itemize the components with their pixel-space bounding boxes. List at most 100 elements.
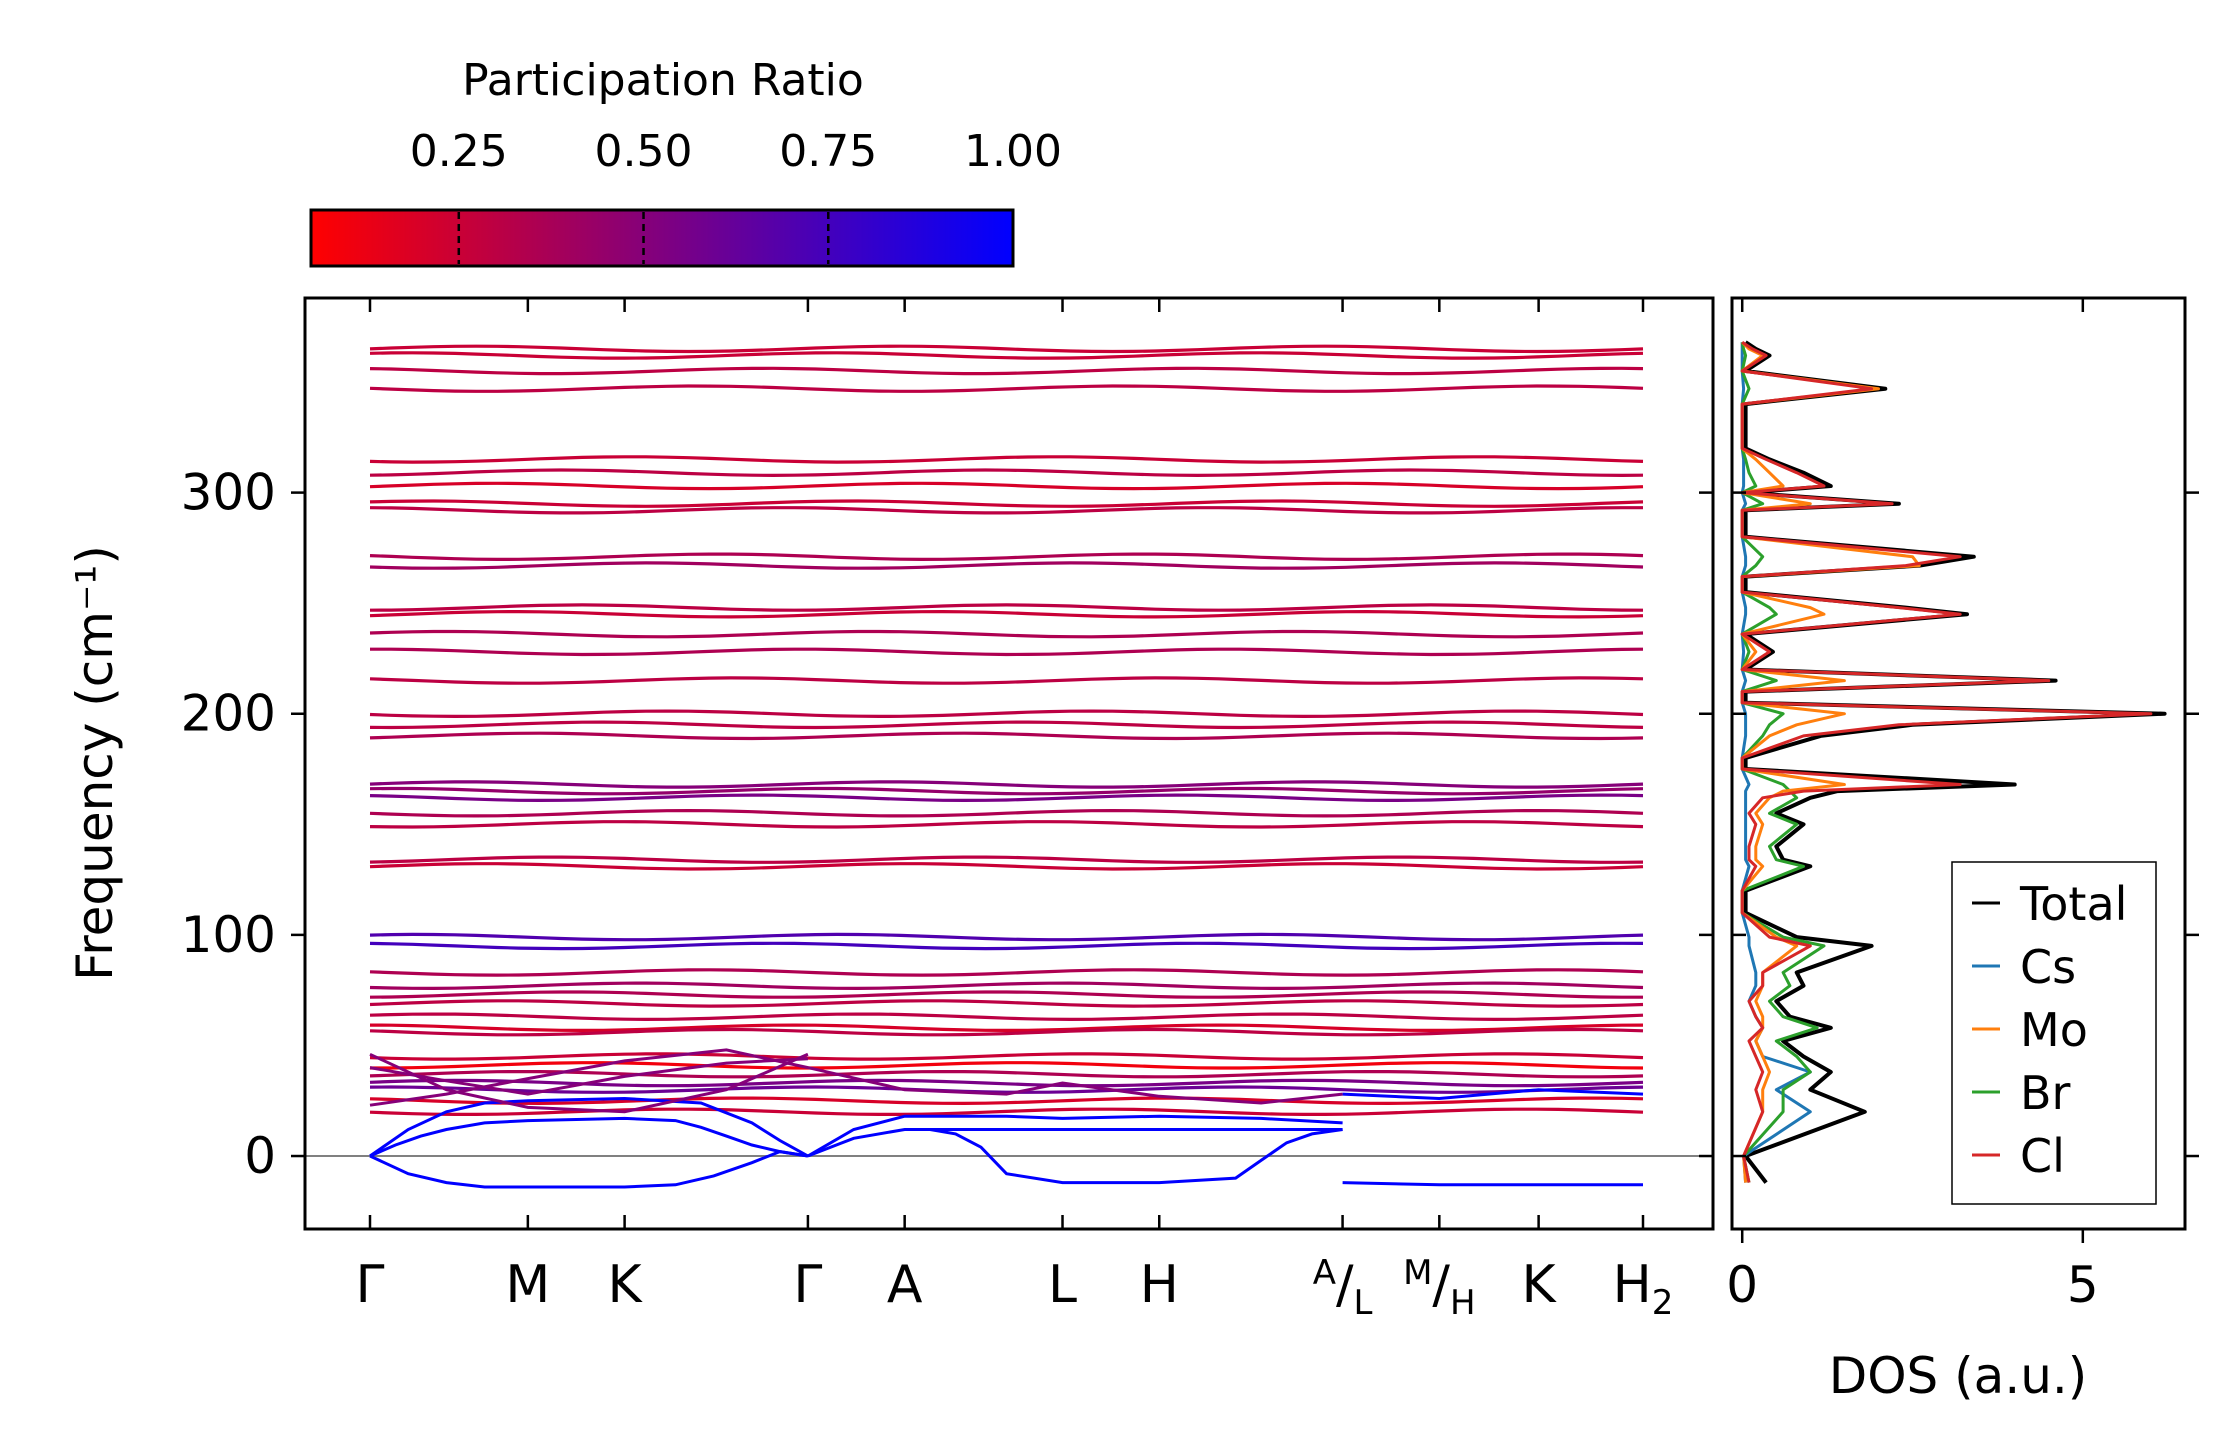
optical-band (369, 455, 1644, 464)
optical-band (369, 1070, 1644, 1079)
dos-series-cs (1740, 342, 1812, 1183)
optical-band (369, 468, 1644, 478)
optical-band (369, 731, 1644, 741)
optical-band (369, 968, 1644, 977)
y-tick-label: 0 (244, 1127, 276, 1185)
colorbar-tick-label: 0.75 (779, 126, 877, 177)
optical-band (369, 981, 1644, 991)
path-label: M/H (1403, 1253, 1475, 1323)
band-lines (305, 344, 1713, 1189)
colorbar-tick-label: 0.50 (595, 126, 693, 177)
path-label: L (1048, 1255, 1077, 1315)
acoustic-band (369, 1096, 809, 1158)
acoustic-band (904, 1128, 1343, 1185)
path-label: M (505, 1255, 550, 1315)
optical-band (369, 1078, 1644, 1088)
optical-band (369, 720, 1644, 730)
optical-band (370, 1061, 1644, 1070)
acoustic-band (807, 1114, 1343, 1158)
optical-band (369, 603, 1644, 612)
acoustic-band (807, 1128, 1343, 1158)
y-axis-label: Frequency (cm⁻¹) (66, 545, 124, 981)
optical-band (369, 1085, 1644, 1094)
path-label: H2 (1613, 1255, 1674, 1323)
path-label: K (1522, 1255, 1558, 1315)
optical-band (369, 990, 1643, 999)
optical-band (369, 366, 1644, 376)
dos-frame (1730, 296, 2187, 1231)
colorbar-ticks: 0.25 0.50 0.75 1.00 (410, 126, 1062, 264)
optical-band (369, 344, 1644, 354)
y-tick-label: 300 (181, 464, 276, 522)
optical-band (369, 1096, 1644, 1106)
dos-x-label: DOS (a.u.) (1829, 1347, 2088, 1405)
left-x-axis: Γ M K Γ A L H A/LM/H K H2 (356, 298, 1674, 1323)
path-label: K (608, 1255, 644, 1315)
optical-band (369, 709, 1644, 719)
acoustic-band (1342, 1088, 1644, 1101)
optical-band (369, 1012, 1644, 1022)
legend-frame (1951, 861, 2157, 1205)
optical-band (369, 506, 1643, 515)
optical-band (369, 499, 1644, 508)
y-tick-label: 200 (181, 685, 276, 743)
optical-band (369, 941, 1644, 951)
optical-band (370, 647, 1644, 657)
dos-series-br (1740, 341, 1826, 1183)
legend-label: Br (2020, 1066, 2071, 1120)
optical-band (369, 820, 1644, 829)
acoustic-band (369, 1150, 809, 1189)
optical-band (369, 862, 1644, 871)
dos-series-mo (1740, 341, 1921, 1183)
legend-label: Cs (2020, 940, 2076, 994)
dos-series-cl (1740, 340, 2153, 1183)
optical-band (369, 1023, 1644, 1033)
optical-band (369, 1107, 1644, 1116)
path-label: A/L (1313, 1253, 1373, 1323)
colorbar-title: Participation Ratio (462, 55, 864, 106)
optical-band (369, 676, 1644, 685)
acoustic-band (369, 1116, 809, 1158)
colorbar-gradient (309, 208, 1015, 268)
left-y-axis: 0 100 200 300 (181, 464, 1713, 1185)
path-label: Γ (793, 1255, 822, 1315)
optical-band (369, 786, 1644, 796)
legend-label: Cl (2020, 1129, 2065, 1183)
optical-band (369, 1027, 1644, 1037)
optical-band (369, 629, 1644, 639)
path-label: H (1140, 1255, 1179, 1315)
dispersion-frame (303, 296, 1715, 1231)
optical-band (369, 351, 1644, 360)
optical-band (369, 481, 1644, 491)
dos-legend: Total Cs Mo Br Cl (1951, 861, 2157, 1205)
acoustic-band (369, 1048, 809, 1107)
dos-x-tick-label: 0 (1726, 1256, 1758, 1314)
path-label: A (887, 1255, 923, 1315)
acoustic-band (1342, 1181, 1643, 1187)
optical-band (369, 561, 1644, 570)
acoustic-band (369, 1057, 808, 1096)
legend-label: Total (2019, 877, 2127, 931)
optical-band (369, 932, 1644, 942)
acoustic-band (369, 1052, 809, 1114)
dos-x-tick-label: 5 (2067, 1256, 2099, 1314)
optical-band (369, 609, 1644, 619)
acoustic-band (807, 1066, 1343, 1105)
optical-band (369, 793, 1644, 803)
optical-band (369, 808, 1644, 818)
dos-lines (1740, 340, 2167, 1184)
optical-band (369, 552, 1644, 562)
path-label: Γ (356, 1255, 385, 1315)
optical-band (369, 855, 1644, 864)
optical-band (369, 384, 1644, 393)
y-tick-label: 100 (181, 906, 276, 964)
colorbar: Participation Ratio 0.25 0.50 0.75 1.00 (309, 55, 1062, 268)
colorbar-tick-label: 0.25 (410, 126, 508, 177)
legend-label: Mo (2020, 1003, 2088, 1057)
optical-band (369, 780, 1644, 789)
optical-band (369, 1052, 1644, 1061)
